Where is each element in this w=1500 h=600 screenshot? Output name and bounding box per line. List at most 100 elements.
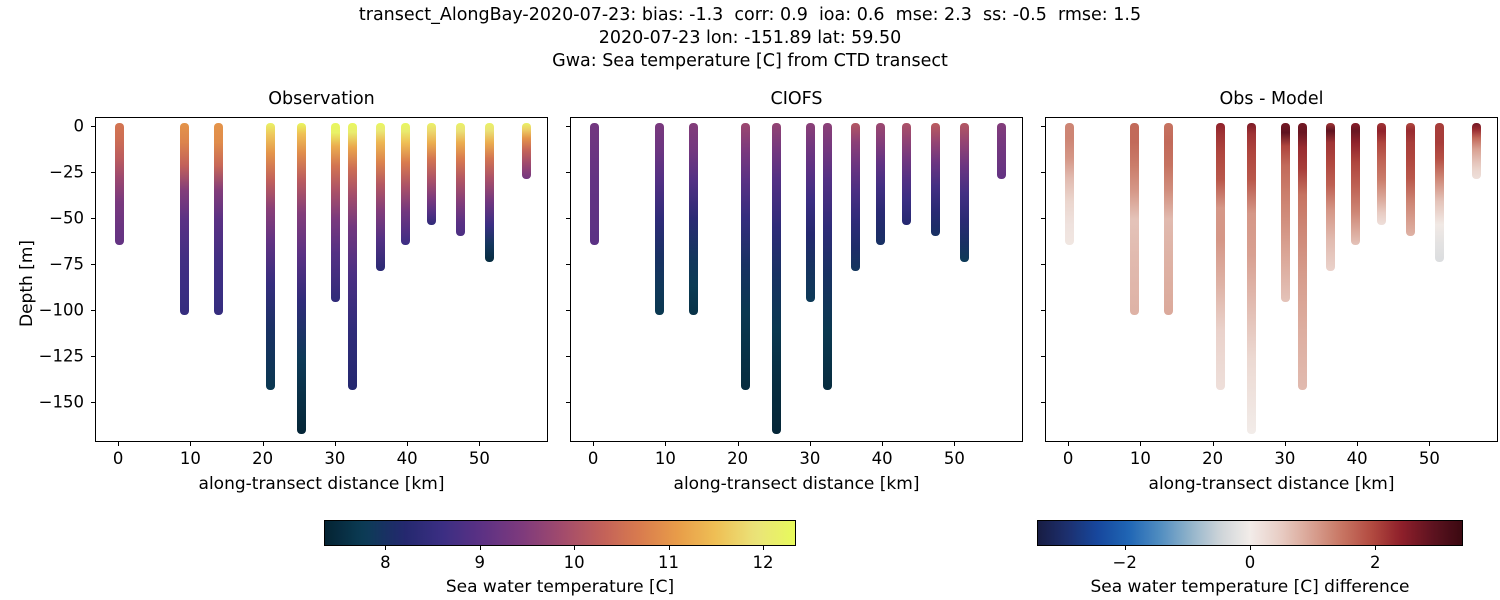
ctd-profile[interactable]	[771, 123, 781, 435]
ctd-profile[interactable]	[589, 123, 599, 245]
x-tick-label: 0	[112, 449, 124, 468]
y-tick	[91, 401, 95, 403]
ctd-profile[interactable]	[426, 123, 436, 225]
colorbar-tick	[1124, 546, 1126, 550]
y-tick	[566, 172, 570, 174]
y-tick-label: −100	[38, 300, 84, 320]
ctd-profile[interactable]	[959, 123, 969, 262]
x-tick	[954, 442, 956, 446]
ctd-profile[interactable]	[1376, 123, 1386, 225]
ctd-profile[interactable]	[296, 123, 306, 435]
ctd-profile[interactable]	[1472, 123, 1482, 179]
ctd-profile[interactable]	[1216, 123, 1226, 391]
colorbar-tick	[385, 546, 387, 550]
y-tick-label: −50	[49, 208, 84, 228]
x-axis-label-ciofs: along-transect distance [km]	[673, 474, 920, 494]
x-tick	[479, 442, 481, 446]
ctd-profile[interactable]	[484, 123, 494, 262]
ctd-profile[interactable]	[930, 123, 940, 236]
suptitle-line-3: Gwa: Sea temperature [C] from CTD transe…	[552, 51, 948, 71]
colorbar-tick-label: 12	[752, 553, 774, 572]
x-tick	[118, 442, 120, 446]
colorbar-tick	[479, 546, 481, 550]
ctd-profile[interactable]	[522, 123, 532, 179]
ctd-profile[interactable]	[1434, 123, 1444, 262]
y-tick	[566, 126, 570, 128]
x-tick	[262, 442, 264, 446]
x-tick	[1429, 442, 1431, 446]
ctd-profile[interactable]	[822, 123, 832, 391]
ctd-profile[interactable]	[875, 123, 885, 245]
x-tick	[1284, 442, 1286, 446]
ctd-profile[interactable]	[1281, 123, 1291, 302]
x-tick-label: 0	[1062, 449, 1074, 468]
colorbar-tick-label: 8	[380, 553, 391, 572]
plot-area-observation[interactable]	[95, 117, 548, 442]
ctd-profile[interactable]	[400, 123, 410, 245]
y-tick	[91, 126, 95, 128]
ctd-profile[interactable]	[331, 123, 341, 302]
ctd-profile[interactable]	[180, 123, 190, 315]
y-tick	[566, 355, 570, 357]
ctd-profile[interactable]	[376, 123, 386, 271]
x-tick	[1068, 442, 1070, 446]
panel-obs-minus-model: Obs - Model along-transect distance [km]…	[1041, 89, 1498, 494]
x-tick-label: 40	[1346, 449, 1368, 468]
ctd-profile[interactable]	[655, 123, 665, 315]
y-tick	[91, 217, 95, 220]
figure-suptitle: transect_AlongBay-2020-07-23: bias: -1.3…	[0, 4, 1500, 73]
y-tick	[1041, 309, 1045, 311]
x-tick-label: 10	[179, 449, 201, 468]
ctd-profile[interactable]	[455, 123, 465, 236]
ctd-profile[interactable]	[1405, 123, 1415, 236]
ctd-profile[interactable]	[1326, 123, 1336, 271]
y-tick	[1041, 401, 1045, 403]
y-tick	[566, 217, 570, 220]
y-tick-label: 0	[73, 116, 85, 136]
x-tick-label: 30	[324, 449, 346, 468]
colorbar-tick-label: 11	[658, 553, 680, 572]
ctd-profile[interactable]	[114, 123, 124, 245]
x-tick	[190, 442, 192, 446]
ctd-profile[interactable]	[851, 123, 861, 271]
ctd-profile[interactable]	[1130, 123, 1140, 315]
x-axis-label-observation: along-transect distance [km]	[198, 474, 445, 494]
ctd-profile[interactable]	[1246, 123, 1256, 435]
ctd-profile[interactable]	[741, 123, 751, 391]
ctd-profile[interactable]	[213, 123, 223, 315]
ctd-profile[interactable]	[688, 123, 698, 315]
ctd-profile[interactable]	[266, 123, 276, 391]
ctd-profile[interactable]	[1163, 123, 1173, 315]
x-axis-label-obs-minus-model: along-transect distance [km]	[1148, 474, 1395, 494]
x-tick-label: 0	[587, 449, 599, 468]
ctd-profile[interactable]	[1064, 123, 1074, 245]
ctd-profile[interactable]	[997, 123, 1007, 179]
ctd-profile[interactable]	[347, 123, 357, 391]
y-tick	[91, 355, 95, 357]
x-tick	[1212, 442, 1214, 446]
plot-area-ciofs[interactable]	[570, 117, 1023, 442]
colorbar-gradient-difference[interactable]	[1037, 520, 1463, 546]
ctd-profile[interactable]	[1297, 123, 1307, 391]
x-tick-label: 40	[871, 449, 893, 468]
x-tick-label: 50	[468, 449, 490, 468]
y-tick	[91, 172, 95, 174]
ctd-profile[interactable]	[1350, 123, 1360, 245]
panel-observation: Observation Depth [m] along-transect dis…	[17, 89, 548, 494]
colorbar-tick-label: 10	[563, 553, 585, 572]
y-tick	[1041, 217, 1045, 220]
ctd-profile[interactable]	[901, 123, 911, 225]
plot-area-obs-minus-model[interactable]	[1045, 117, 1498, 442]
colorbar-tick	[762, 546, 765, 550]
x-tick-label: 20	[727, 449, 749, 468]
colorbar-tick-label: 9	[474, 553, 486, 572]
ctd-profile[interactable]	[806, 123, 816, 302]
colorbar-tick-label: 2	[1370, 553, 1381, 572]
x-tick	[1140, 442, 1142, 446]
colorbar-gradient-temperature[interactable]	[324, 520, 796, 546]
x-tick-label: 50	[1418, 449, 1440, 468]
colorbar-tick	[668, 546, 670, 550]
y-tick-label: −75	[49, 254, 84, 274]
x-tick	[1357, 442, 1359, 446]
